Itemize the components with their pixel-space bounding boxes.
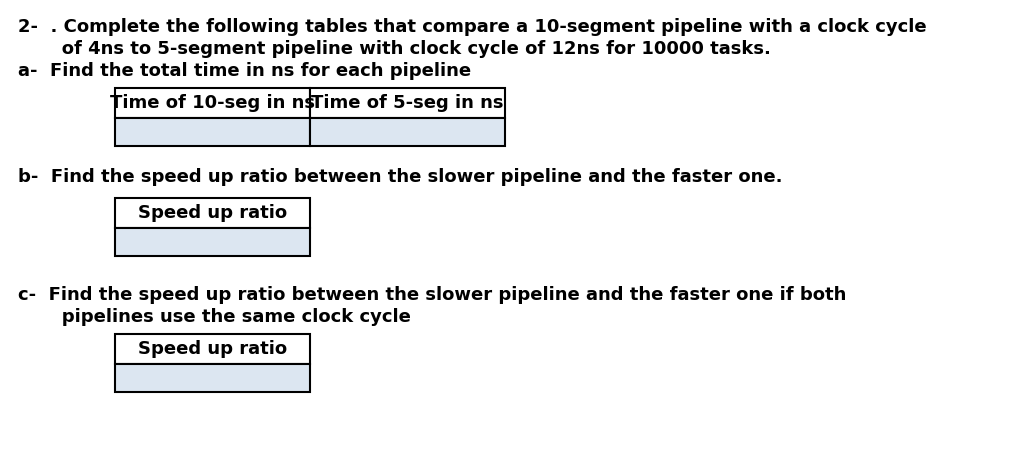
Bar (115, 228, 310, 256)
Text: a-  Find the total time in ns for each pipeline: a- Find the total time in ns for each pi… (18, 62, 471, 80)
Bar (115, 364, 310, 392)
Bar (115, 198, 310, 228)
Bar (310, 88, 505, 118)
Bar (115, 88, 310, 118)
Text: 2-  . Complete the following tables that compare a 10-segment pipeline with a cl: 2- . Complete the following tables that … (18, 18, 927, 36)
Text: c-  Find the speed up ratio between the slower pipeline and the faster one if bo: c- Find the speed up ratio between the s… (18, 286, 847, 304)
Text: of 4ns to 5-segment pipeline with clock cycle of 12ns for 10000 tasks.: of 4ns to 5-segment pipeline with clock … (18, 40, 771, 58)
Bar (115, 334, 310, 364)
Text: Speed up ratio: Speed up ratio (138, 204, 287, 222)
Text: Time of 10-seg in ns: Time of 10-seg in ns (110, 94, 315, 112)
Text: b-  Find the speed up ratio between the slower pipeline and the faster one.: b- Find the speed up ratio between the s… (18, 168, 782, 186)
Bar (310, 118, 505, 146)
Bar (115, 118, 310, 146)
Text: Speed up ratio: Speed up ratio (138, 340, 287, 358)
Text: pipelines use the same clock cycle: pipelines use the same clock cycle (18, 308, 411, 326)
Text: Time of 5-seg in ns: Time of 5-seg in ns (311, 94, 504, 112)
